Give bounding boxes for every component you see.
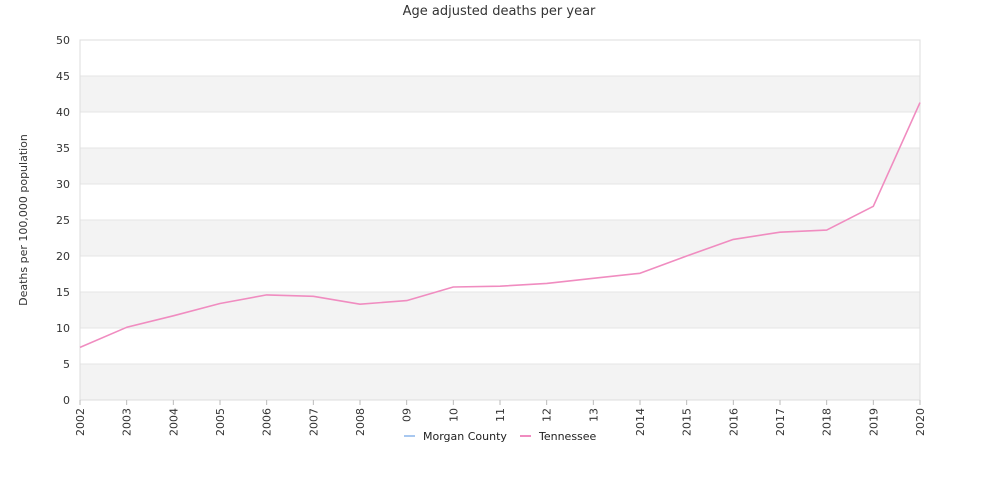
y-tick-label: 0 [63, 394, 70, 407]
grid-band [80, 148, 920, 184]
x-tick-label: 2016 [727, 408, 740, 436]
x-tick-label: 12 [541, 408, 554, 422]
x-tick-label: 10 [447, 408, 460, 422]
x-tick-label: 2002 [74, 408, 87, 436]
x-tick-label: 11 [494, 408, 507, 422]
legend-entry: Tennessee [538, 430, 597, 443]
x-tick-label: 2007 [307, 408, 320, 436]
y-tick-label: 40 [56, 106, 70, 119]
grid-band [80, 220, 920, 256]
y-tick-label: 25 [56, 214, 70, 227]
series-layer [79, 102, 921, 349]
grid-bands [80, 40, 920, 400]
x-tick-label: 2005 [214, 408, 227, 436]
x-tick-label: 2004 [167, 408, 180, 436]
x-tick-label: 2015 [681, 408, 694, 436]
legend: Morgan County Tennessee [404, 430, 597, 443]
y-tick-label: 20 [56, 250, 70, 263]
grid-band [80, 328, 920, 364]
x-tick-label: 2014 [634, 408, 647, 436]
chart-title: Age adjusted deaths per year [403, 4, 596, 19]
y-axis: 0 5 10 15 20 25 30 35 40 45 50 [56, 34, 70, 407]
y-tick-label: 35 [56, 142, 70, 155]
x-tick-label: 2020 [914, 408, 927, 436]
legend-entry: Morgan County [423, 430, 507, 443]
grid-band [80, 184, 920, 220]
y-tick-label: 50 [56, 34, 70, 47]
grid-band [80, 76, 920, 112]
x-tick-label: 2018 [821, 408, 834, 436]
y-tick-label: 15 [56, 286, 70, 299]
x-tick-label: 2006 [261, 408, 274, 436]
x-tick-label: 09 [401, 408, 414, 422]
x-tick-label: 2003 [121, 408, 134, 436]
x-tick-label: 13 [587, 408, 600, 422]
grid-band [80, 40, 920, 76]
grid-band [80, 364, 920, 400]
grid-band [80, 112, 920, 148]
grid-band [80, 292, 920, 328]
x-tick-label: 2017 [774, 408, 787, 436]
series-line-1 [79, 102, 921, 349]
y-tick-label: 30 [56, 178, 70, 191]
y-tick-label: 45 [56, 70, 70, 83]
y-tick-label: 10 [56, 322, 70, 335]
y-tick-label: 5 [63, 358, 70, 371]
y-axis-label: Deaths per 100,000 population [17, 134, 30, 306]
x-axis: 2002 2003 2004 2005 2006 2007 2008 09 10 11 12 13 20… [74, 400, 927, 436]
x-tick-label: 2008 [354, 408, 367, 436]
x-tick-label: 2019 [867, 408, 880, 436]
